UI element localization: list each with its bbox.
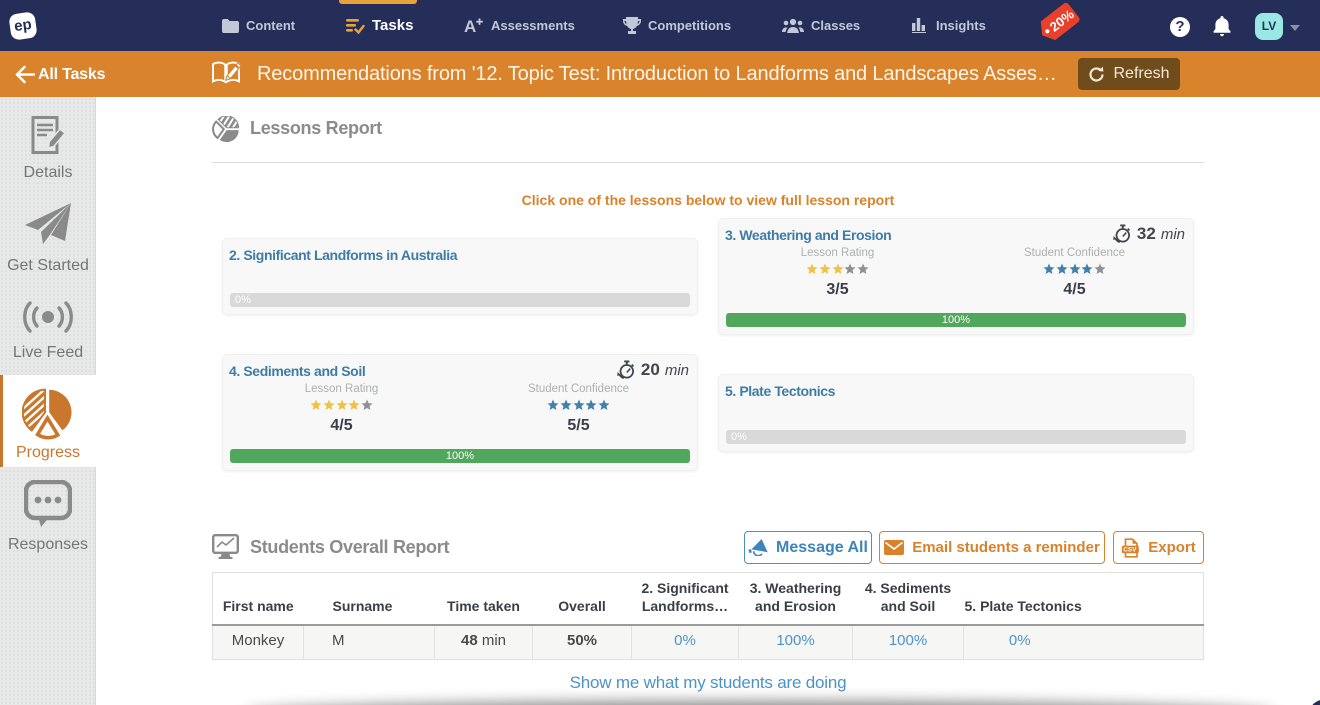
svg-text:CSV: CSV (1124, 546, 1138, 553)
svg-text:A: A (464, 18, 476, 34)
